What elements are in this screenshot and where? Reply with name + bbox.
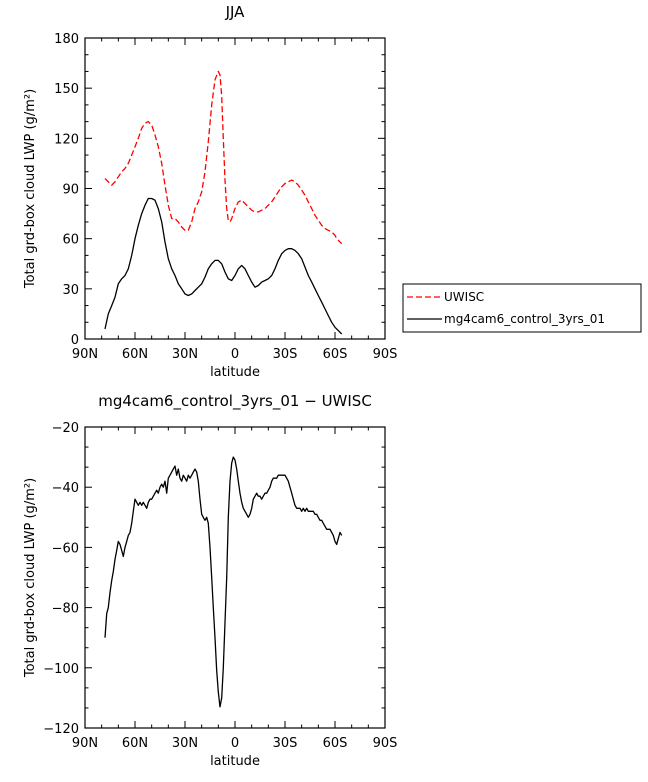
x-axis-label: latitude bbox=[210, 754, 260, 769]
x-tick-label: 0 bbox=[231, 736, 239, 751]
legend-box bbox=[402, 283, 642, 333]
y-tick-label: −100 bbox=[43, 662, 79, 677]
x-tick-label: 90S bbox=[373, 347, 398, 362]
x-tick-label: 30S bbox=[273, 347, 298, 362]
x-tick-label: 90N bbox=[72, 347, 98, 362]
y-tick-label: 60 bbox=[62, 233, 79, 248]
x-tick-label: 60N bbox=[122, 736, 148, 751]
x-tick-label: 0 bbox=[231, 347, 239, 362]
y-tick-label: 120 bbox=[54, 132, 79, 147]
series-line-0 bbox=[104, 70, 343, 245]
plot-frame bbox=[84, 37, 386, 340]
x-tick-label: 60N bbox=[122, 347, 148, 362]
legend: UWISC mg4cam6_control_3yrs_01 bbox=[402, 283, 642, 333]
y-tick-label: 0 bbox=[71, 333, 79, 348]
x-tick-label: 90N bbox=[72, 736, 98, 751]
legend-label-0: UWISC bbox=[444, 290, 484, 304]
chart-title: mg4cam6_control_3yrs_01 − UWISC bbox=[98, 392, 372, 411]
y-axis-label: Total grd-box cloud LWP (g/m²) bbox=[23, 478, 38, 678]
x-tick-label: 30N bbox=[172, 347, 198, 362]
y-tick-label: 180 bbox=[54, 32, 79, 47]
legend-label-1: mg4cam6_control_3yrs_01 bbox=[444, 312, 605, 326]
y-tick-label: 30 bbox=[62, 283, 79, 298]
x-tick-label: 30N bbox=[172, 736, 198, 751]
y-tick-label: −40 bbox=[52, 481, 79, 496]
chart-panel-difference: mg4cam6_control_3yrs_01 − UWISC 90N 60N 30N… bbox=[23, 392, 397, 769]
x-tick-label: 30S bbox=[273, 736, 298, 751]
y-tick-label: 150 bbox=[54, 82, 79, 97]
y-tick-label: −60 bbox=[52, 541, 79, 556]
x-axis-label: latitude bbox=[210, 365, 260, 380]
y-tick-label: −80 bbox=[52, 602, 79, 617]
y-tick-label: −120 bbox=[43, 722, 79, 737]
y-tick-label: 90 bbox=[62, 183, 79, 198]
y-axis-label: Total grd-box cloud LWP (g/m²) bbox=[23, 89, 38, 289]
chart-title: JJA bbox=[225, 3, 246, 21]
x-tick-label: 90S bbox=[373, 736, 398, 751]
y-tick-label: −20 bbox=[52, 421, 79, 436]
plot-frame bbox=[84, 426, 386, 729]
series-line-1 bbox=[104, 197, 343, 335]
x-tick-label: 60S bbox=[323, 736, 348, 751]
x-tick-label: 60S bbox=[323, 347, 348, 362]
series-line-0 bbox=[104, 456, 343, 708]
chart-panel-jja: JJA 90N 60N 30N 0 30S 60S 90S 0 30 60 90 120 150 180 la… bbox=[23, 3, 397, 380]
